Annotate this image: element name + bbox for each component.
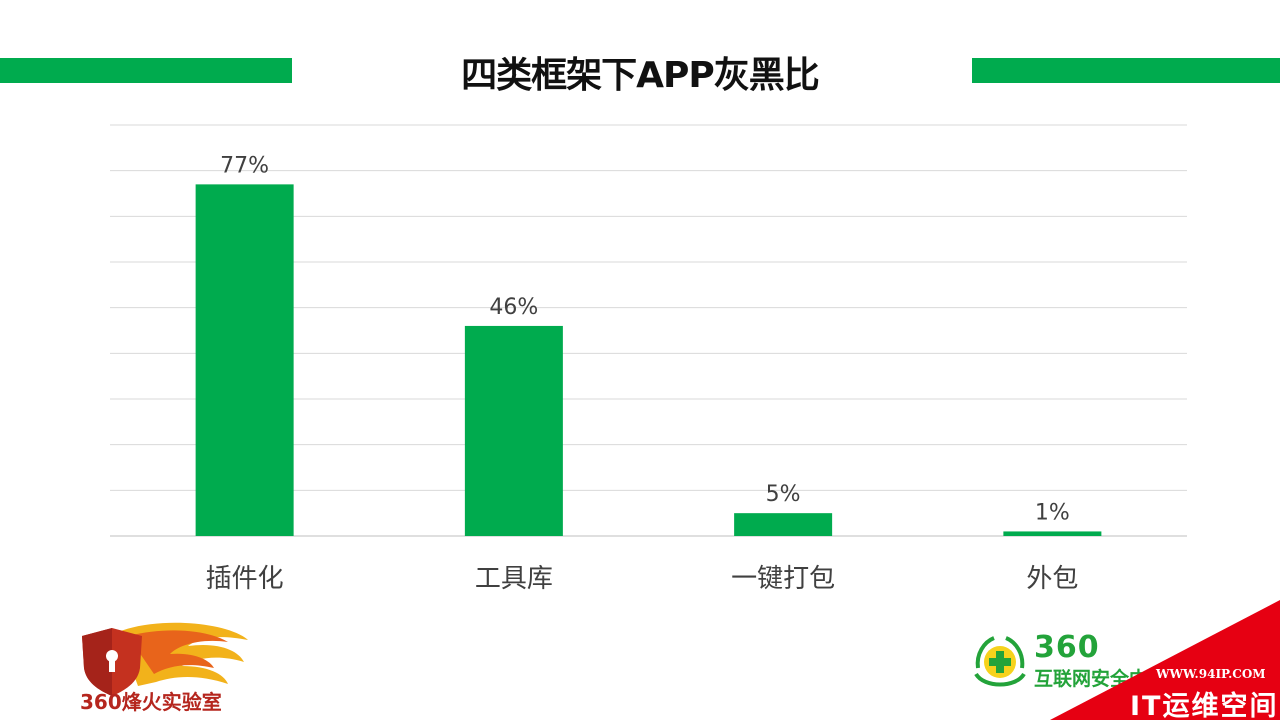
bar-3	[1003, 531, 1102, 536]
bar-1	[464, 325, 563, 536]
watermark-red-triangle	[1050, 600, 1280, 720]
watermark-url: WWW.94IP.COM	[1156, 667, 1266, 681]
chart-title: 四类框架下APP灰黑比	[461, 55, 820, 96]
category-label: 工具库	[475, 564, 553, 594]
flame-shield-icon	[82, 622, 248, 696]
value-labels: 77% 46% 5% 1%	[220, 153, 1070, 525]
green-plus-emblem-icon	[974, 636, 1026, 687]
value-label: 46%	[489, 295, 538, 320]
right-decoration-bar	[972, 58, 1280, 83]
value-label: 77%	[220, 153, 269, 178]
lab-logo-text: 360烽火实验室	[80, 690, 222, 714]
bars	[195, 184, 1102, 536]
bar-2	[734, 513, 833, 536]
security-center-number: 360	[1034, 630, 1100, 665]
watermark-name: IT运维空间	[1130, 691, 1279, 722]
value-label: 5%	[766, 482, 801, 507]
category-label: 外包	[1026, 564, 1078, 594]
category-labels: 插件化 工具库 一键打包 外包	[206, 564, 1079, 594]
category-label: 一键打包	[731, 564, 835, 594]
left-decoration-bar	[0, 58, 292, 83]
bar-0	[195, 184, 294, 536]
category-label: 插件化	[206, 564, 284, 594]
value-label: 1%	[1035, 500, 1070, 525]
